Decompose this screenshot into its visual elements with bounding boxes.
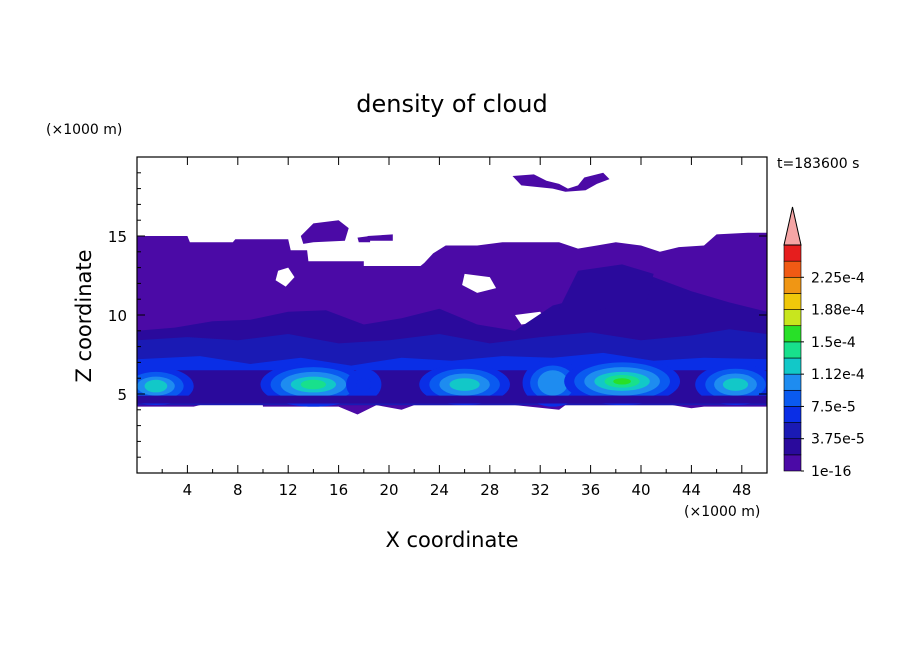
x-tick-label: 20 [379, 481, 398, 499]
colorbar-label: 1.5e-4 [811, 335, 856, 351]
x-tick-label: 32 [531, 481, 550, 499]
cloud-cell [300, 379, 326, 390]
colorbar-swatch [783, 260, 802, 278]
x-unit-label: (×1000 m) [684, 504, 760, 520]
x-tick-label: 4 [183, 481, 193, 499]
colorbar-swatch [783, 373, 802, 391]
y-tick-label: 5 [117, 386, 127, 404]
cloud-cell [449, 378, 480, 391]
colorbar-label: 3.75e-5 [811, 432, 865, 448]
colorbar-label: 1.12e-4 [811, 367, 865, 383]
y-tick-label: 15 [108, 228, 127, 246]
y-unit-label: (×1000 m) [46, 122, 122, 138]
x-axis: 4 8 12 16 20 24 28 32 36 40 44 48 [161, 157, 751, 499]
x-tick-label: 40 [631, 481, 650, 499]
colorbar-swatch [783, 276, 802, 294]
cloud-density-field [137, 172, 767, 415]
x-tick-label: 8 [233, 481, 243, 499]
cloud-cell [545, 375, 561, 391]
colorbar: 1e-16 3.75e-5 7.5e-5 1.12e-4 1.5e-4 1.88e-4 2.… [783, 206, 865, 480]
x-tick-label: 28 [480, 481, 499, 499]
colorbar-label: 1.88e-4 [811, 303, 865, 319]
colorbar-swatch [783, 406, 802, 423]
x-tick-label: 48 [732, 481, 751, 499]
x-tick-label: 24 [430, 481, 449, 499]
chart-title: density of cloud [356, 90, 547, 118]
colorbar-label: 7.5e-5 [811, 399, 856, 415]
cloud-cell [722, 378, 749, 391]
colorbar-label: 2.25e-4 [811, 270, 865, 286]
cloud-cell-base [137, 395, 767, 404]
colorbar-swatch [783, 422, 802, 440]
time-label: t=183600 s [777, 156, 859, 172]
colorbar-swatch [783, 438, 802, 456]
cloud-patch-upper [300, 220, 349, 244]
x-tick-label: 16 [329, 481, 348, 499]
cloud-cell [356, 378, 372, 391]
colorbar-swatch [783, 454, 802, 472]
cloud-gap [275, 267, 295, 287]
y-tick-label: 10 [108, 307, 127, 325]
cloud-cell [613, 378, 631, 385]
cloud-cell [144, 379, 168, 393]
colorbar-swatch [783, 389, 802, 407]
cloud-patch-upper [357, 236, 371, 243]
cloud-layer-2-top [559, 264, 654, 312]
x-tick-label: 12 [279, 481, 298, 499]
cloud-patch-upper [367, 234, 393, 241]
x-tick-label: 36 [581, 481, 600, 499]
y-axis-label: Z coordinate [72, 249, 96, 382]
colorbar-swatch [783, 244, 802, 262]
colorbar-swatch [783, 357, 802, 375]
colorbar-swatch [783, 325, 802, 343]
cloud-gap [462, 273, 497, 293]
colorbar-swatch [783, 309, 802, 327]
colorbar-swatch [783, 341, 802, 359]
cloud-patch-upper [512, 172, 610, 192]
colorbar-swatch [783, 293, 802, 310]
colorbar-overflow-arrow [783, 206, 802, 246]
x-axis-label: X coordinate [385, 528, 518, 552]
y-axis: 5 10 15 [108, 172, 767, 458]
colorbar-label: 1e-16 [811, 464, 851, 480]
x-tick-label: 44 [682, 481, 701, 499]
